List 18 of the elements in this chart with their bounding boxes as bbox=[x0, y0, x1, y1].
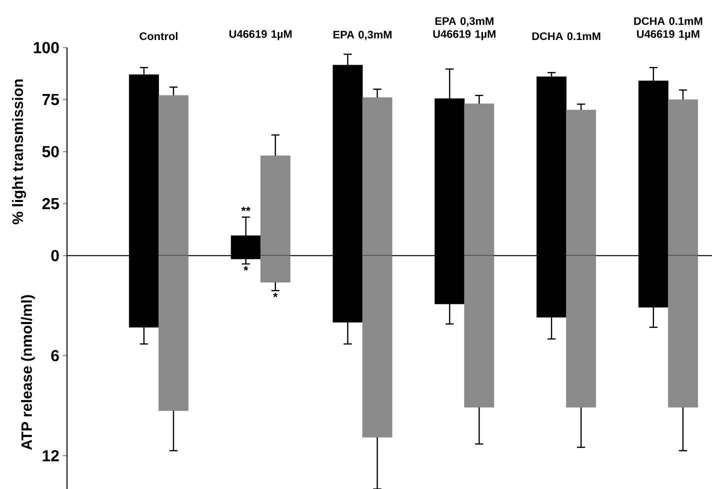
y-tick-label: 6 bbox=[51, 350, 59, 362]
x-tick-label: EPA 0,3mM U46619 1µM bbox=[433, 17, 496, 40]
x-tick-label: Control bbox=[140, 32, 178, 40]
y-tick-label: 12 bbox=[42, 450, 59, 462]
annotation: * bbox=[273, 292, 278, 298]
x-tick-label: DCHA 0.1mM U46619 1µM bbox=[634, 17, 702, 40]
annotation: ** bbox=[241, 206, 250, 212]
y-tick-label: 50 bbox=[42, 146, 59, 158]
y-tick-label: 75 bbox=[42, 94, 60, 106]
x-tick-label: U46619 1µM bbox=[229, 30, 292, 40]
annotation: * bbox=[244, 266, 248, 271]
y-tick-label: 0 bbox=[51, 250, 59, 262]
y-axis-title: ATP release (nmol/ml) bbox=[20, 295, 35, 450]
y-axis-title: % light transmission bbox=[12, 79, 26, 224]
y-tick-label: 25 bbox=[42, 198, 60, 210]
x-tick-label: DCHA 0.1mM bbox=[532, 32, 600, 40]
x-tick-label: EPA 0,3mM bbox=[334, 30, 392, 40]
y-tick-label: 100 bbox=[34, 42, 59, 54]
